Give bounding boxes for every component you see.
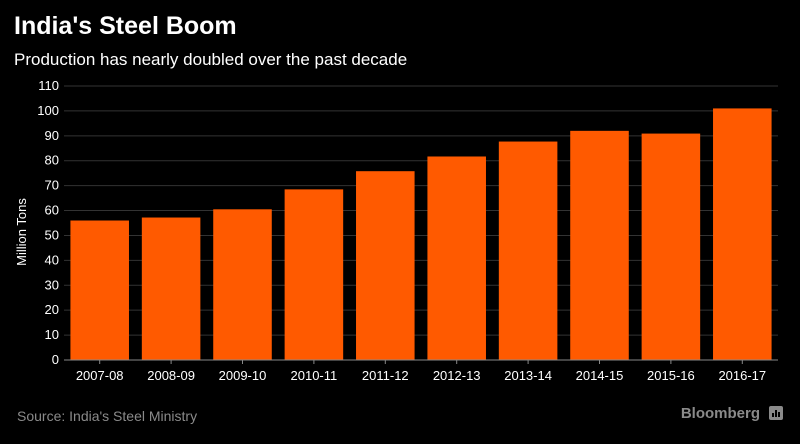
chart-subtitle: Production has nearly doubled over the p… — [14, 50, 408, 69]
x-tick-label: 2012-13 — [433, 368, 481, 383]
source-note: Source: India's Steel Ministry — [17, 408, 198, 424]
y-tick-label: 70 — [45, 178, 59, 193]
y-tick-label: 90 — [45, 128, 59, 143]
x-tick-label: 2009-10 — [219, 368, 267, 383]
y-tick-label: 30 — [45, 277, 59, 292]
bar — [284, 189, 344, 360]
bar — [498, 141, 558, 360]
y-axis-label: Million Tons — [14, 198, 29, 266]
bar — [356, 171, 415, 360]
y-tick-label: 10 — [45, 327, 59, 342]
x-tick-label: 2007-08 — [76, 368, 124, 383]
bar — [141, 217, 201, 360]
y-tick-label: 0 — [52, 352, 59, 367]
y-tick-label: 100 — [37, 103, 59, 118]
x-tick-label: 2016-17 — [718, 368, 766, 383]
x-tick-label: 2013-14 — [504, 368, 552, 383]
x-tick-label: 2010-11 — [291, 368, 338, 383]
x-tick-label: 2015-16 — [647, 368, 695, 383]
bars — [70, 108, 772, 360]
y-axis-ticks: 0 10 20 30 40 50 60 70 80 90 100 110 — [37, 78, 59, 367]
y-tick-label: 80 — [45, 153, 59, 168]
y-tick-label: 110 — [38, 78, 59, 93]
bar — [70, 220, 129, 360]
x-tick-label: 2008-09 — [147, 368, 195, 383]
x-tick-label: 2011-12 — [362, 368, 409, 383]
bar — [570, 130, 629, 360]
bar — [213, 209, 272, 360]
bar — [713, 108, 772, 360]
brand-logo: Bloomberg — [680, 405, 760, 422]
x-tick-label: 2014-15 — [576, 368, 624, 383]
y-tick-label: 60 — [45, 203, 59, 218]
chart-title: India's Steel Boom — [14, 12, 237, 40]
y-tick-label: 50 — [45, 227, 59, 242]
y-tick-label: 40 — [45, 252, 59, 267]
bar — [427, 156, 486, 360]
x-axis-ticks: 2007-08 2008-09 2009-10 2010-11 2011-12 2012-… — [76, 360, 766, 383]
bar — [641, 133, 701, 360]
y-tick-label: 20 — [45, 302, 59, 317]
bar-chart-icon — [769, 406, 783, 420]
